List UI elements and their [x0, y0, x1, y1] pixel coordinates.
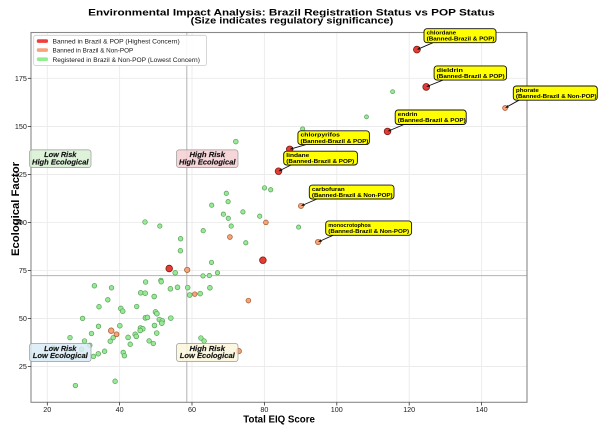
svg-text:(Banned-Brazil & POP): (Banned-Brazil & POP): [286, 159, 354, 165]
svg-text:High Risk: High Risk: [190, 346, 227, 353]
svg-text:chlorpyrifos: chlorpyrifos: [301, 133, 341, 139]
svg-text:80: 80: [260, 405, 268, 414]
svg-text:175: 175: [15, 74, 27, 83]
svg-text:Low Risk: Low Risk: [44, 346, 78, 353]
svg-text:(Banned-Brazil & Non-POP): (Banned-Brazil & Non-POP): [328, 229, 409, 235]
svg-text:Banned in Brazil & Non-POP: Banned in Brazil & Non-POP: [53, 48, 134, 55]
svg-text:Banned in Brazil & POP (Highes: Banned in Brazil & POP (Highest Concern): [53, 39, 180, 46]
svg-text:High Ecological: High Ecological: [179, 160, 237, 167]
svg-text:Total EIQ Score: Total EIQ Score: [243, 414, 315, 425]
svg-text:(Banned-Brazil & POP): (Banned-Brazil & POP): [437, 74, 505, 80]
svg-text:(Banned-Brazil & POP): (Banned-Brazil & POP): [427, 37, 495, 43]
svg-text:50: 50: [19, 314, 27, 323]
svg-text:140: 140: [476, 405, 488, 414]
svg-text:125: 125: [15, 170, 27, 179]
svg-text:25: 25: [19, 362, 27, 371]
svg-text:carbofuran: carbofuran: [312, 187, 345, 193]
svg-text:Ecological Factor: Ecological Factor: [10, 161, 22, 256]
svg-text:(Banned-Brazil & POP): (Banned-Brazil & POP): [398, 118, 466, 124]
svg-text:150: 150: [15, 122, 27, 131]
svg-text:monocrotophos: monocrotophos: [328, 223, 371, 229]
svg-text:75: 75: [19, 266, 27, 275]
svg-text:dieldrin: dieldrin: [437, 68, 464, 74]
svg-text:Registered in Brazil & Non-POP: Registered in Brazil & Non-POP (Lowest C…: [53, 57, 200, 64]
svg-text:Low Risk: Low Risk: [44, 152, 78, 159]
svg-text:120: 120: [403, 405, 415, 414]
svg-text:20: 20: [43, 405, 51, 414]
svg-text:Low Ecological: Low Ecological: [33, 353, 89, 360]
svg-text:Low Ecological: Low Ecological: [180, 353, 236, 360]
svg-text:60: 60: [188, 405, 196, 414]
svg-text:(Size indicates regulatory sig: (Size indicates regulatory significance): [191, 15, 394, 26]
svg-text:100: 100: [15, 218, 27, 227]
svg-text:100: 100: [331, 405, 343, 414]
svg-text:40: 40: [116, 405, 124, 414]
svg-text:High Ecological: High Ecological: [32, 160, 90, 167]
svg-text:phorate: phorate: [516, 88, 540, 94]
svg-text:endrin: endrin: [398, 112, 418, 118]
svg-text:(Banned-Brazil & POP): (Banned-Brazil & POP): [301, 139, 369, 145]
svg-text:High Risk: High Risk: [190, 152, 227, 159]
svg-text:(Banned-Brazil & Non-POP): (Banned-Brazil & Non-POP): [312, 193, 393, 199]
svg-text:lindane: lindane: [286, 153, 310, 159]
svg-text:(Banned-Brazil & Non-POP): (Banned-Brazil & Non-POP): [516, 94, 597, 100]
svg-text:chlordane: chlordane: [427, 31, 457, 37]
svg-text:Environmental Impact Analysis:: Environmental Impact Analysis: Brazil Re…: [88, 7, 495, 18]
